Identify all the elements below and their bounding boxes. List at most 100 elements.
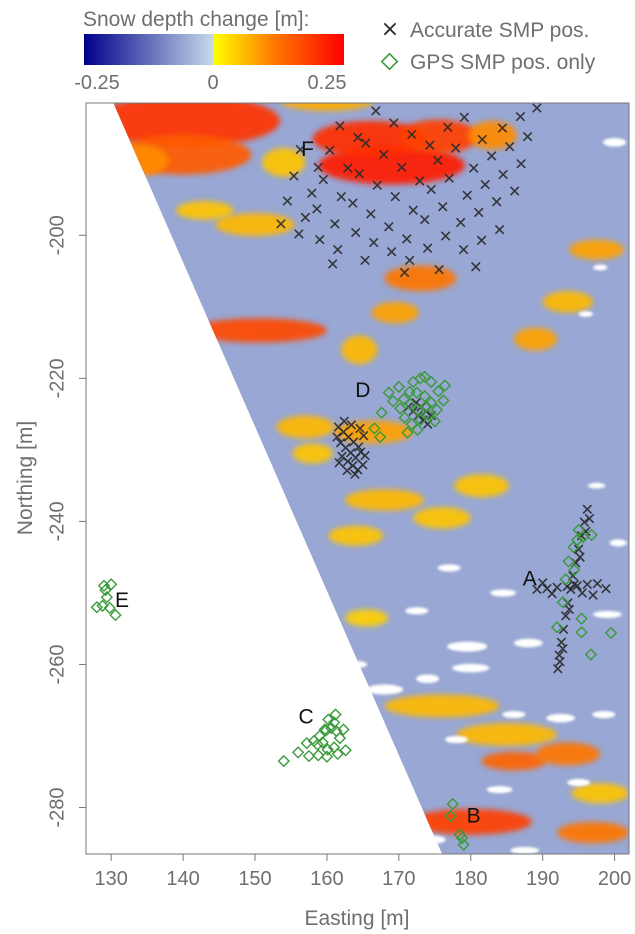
accurate-smp-point xyxy=(312,204,322,214)
no-data-gap xyxy=(593,264,608,271)
accurate-smp-point xyxy=(573,544,584,555)
accurate-smp-point xyxy=(444,173,454,183)
accurate-smp-point xyxy=(434,264,444,275)
field-patch xyxy=(113,103,281,147)
accurate-smp-point xyxy=(579,517,590,527)
gps-smp-point xyxy=(414,372,427,385)
field-patch xyxy=(454,474,509,498)
accurate-smp-point xyxy=(564,604,575,615)
gps-smp-point xyxy=(302,749,316,763)
accurate-smp-point xyxy=(555,656,565,667)
accurate-smp-point xyxy=(346,420,357,430)
no-data-gap xyxy=(609,539,627,547)
gps-smp-point xyxy=(418,390,431,403)
field-patch xyxy=(467,120,517,150)
accurate-smp-point xyxy=(476,235,487,246)
legend-diamond-marker xyxy=(380,52,399,71)
field-patch xyxy=(328,525,384,546)
no-data-gap xyxy=(490,589,517,597)
gps-smp-point xyxy=(291,746,305,759)
accurate-smp-point xyxy=(440,231,451,241)
accurate-smp-point xyxy=(342,465,352,476)
accurate-smp-point xyxy=(426,184,436,195)
accurate-smp-point xyxy=(547,588,557,599)
field-patch xyxy=(262,148,306,177)
accurate-smp-point xyxy=(361,138,371,148)
gps-smp-point xyxy=(446,797,459,811)
field-patch xyxy=(292,443,333,464)
no-data-gap xyxy=(510,846,540,854)
no-data-gap xyxy=(444,735,468,744)
field-patch xyxy=(513,327,558,351)
gps-smp-point xyxy=(410,386,424,399)
gps-smp-point xyxy=(397,392,411,406)
y-tick-label: -220 xyxy=(46,358,68,398)
accurate-smp-point xyxy=(360,255,370,266)
no-data-gap xyxy=(416,674,440,684)
no-data-gap xyxy=(578,311,594,317)
accurate-smp-point xyxy=(390,191,401,202)
accurate-smp-point xyxy=(343,163,353,173)
accurate-smp-point xyxy=(402,234,412,244)
snow-depth-field xyxy=(113,103,629,854)
accurate-smp-point xyxy=(516,159,526,169)
accurate-smp-point xyxy=(471,262,481,272)
field-patch xyxy=(481,751,547,771)
field-patch xyxy=(571,783,629,804)
gps-smp-point xyxy=(575,626,588,639)
site-label-c: C xyxy=(298,706,313,729)
gps-smp-point xyxy=(316,736,329,749)
gps-smp-point xyxy=(418,370,431,384)
site-label-b: B xyxy=(467,804,481,827)
field-patch xyxy=(276,415,335,439)
accurate-smp-point xyxy=(289,171,299,181)
no-data-gap xyxy=(486,786,513,794)
gps-smp-point xyxy=(550,621,564,634)
gps-smp-point xyxy=(104,578,118,591)
accurate-smp-point xyxy=(522,131,533,142)
accurate-smp-point xyxy=(339,416,349,427)
legend-label-gps: GPS SMP pos. only xyxy=(410,51,596,74)
gps-smp-point xyxy=(300,736,313,750)
gps-smp-point xyxy=(321,743,334,756)
field-patch xyxy=(557,821,629,844)
no-data-gap xyxy=(567,778,591,787)
accurate-smp-point xyxy=(582,504,593,515)
gps-smp-point xyxy=(90,601,103,614)
colorbar-tick-zero: 0 xyxy=(207,72,218,94)
gps-smp-point xyxy=(575,612,588,625)
gps-smp-point xyxy=(405,417,418,431)
no-data-gap xyxy=(365,684,404,695)
accurate-smp-point xyxy=(314,234,325,245)
accurate-smp-point xyxy=(552,582,562,592)
axes: 130 140 150 160 170 180 190 200 -200 -220 -240 -260… xyxy=(46,215,631,890)
accurate-smp-point xyxy=(307,188,317,198)
gps-smp-point xyxy=(386,395,400,408)
gps-smp-point xyxy=(425,375,438,389)
legend-label-accurate: Accurate SMP pos. xyxy=(410,19,589,42)
no-data-gap xyxy=(592,710,616,719)
field-coverage xyxy=(113,103,629,854)
accurate-smp-point xyxy=(334,457,344,468)
no-data-gap xyxy=(546,713,576,723)
gps-smp-point xyxy=(368,422,381,435)
gps-smp-point xyxy=(394,402,407,415)
accurate-smp-point xyxy=(491,196,502,207)
accurate-smp-point xyxy=(282,196,293,206)
gps-smp-point xyxy=(567,540,580,554)
field-patch xyxy=(542,291,594,313)
field-patch xyxy=(344,489,425,511)
gps-smp-point xyxy=(401,426,414,439)
accurate-smp-point xyxy=(294,229,304,239)
y-tick-label: -260 xyxy=(46,644,68,684)
accurate-smp-point xyxy=(353,442,364,452)
accurate-smp-point xyxy=(577,588,588,598)
gps-smp-point xyxy=(559,573,572,586)
gps-smp-point xyxy=(320,750,334,763)
site-label-d: D xyxy=(355,379,370,402)
gps-smp-point xyxy=(392,380,406,394)
accurate-smp-point xyxy=(509,186,520,196)
gps-smp-point xyxy=(398,411,411,424)
gps-smp-point xyxy=(411,423,424,437)
accurate-smp-point xyxy=(371,106,381,116)
